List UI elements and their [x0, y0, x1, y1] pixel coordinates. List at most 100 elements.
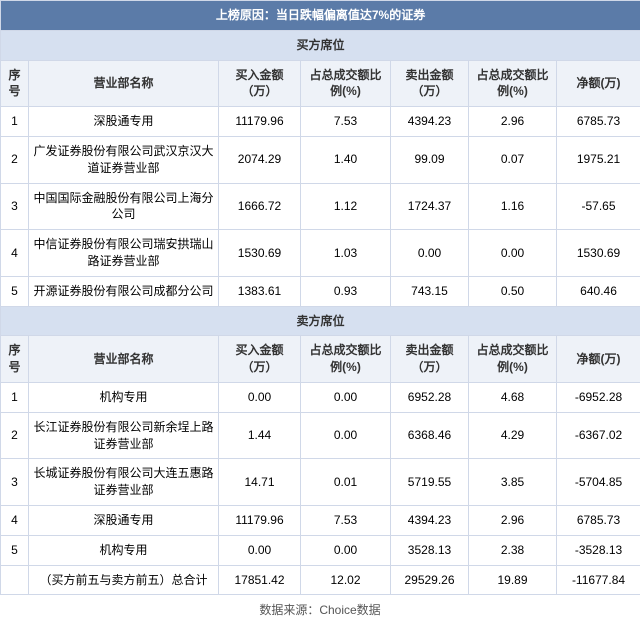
buy-idx: 3 — [1, 183, 29, 230]
sell-columns-header: 序号 营业部名称 买入金额（万） 占总成交额比例(%) 卖出金额（万） 占总成交… — [1, 336, 640, 383]
buy-buy_pct: 1.03 — [301, 230, 391, 277]
buy-buy_amt: 1383.61 — [219, 276, 301, 306]
col-net: 净额(万) — [557, 60, 640, 107]
table-row: 3长城证券股份有限公司大连五惠路证券营业部14.710.015719.553.8… — [1, 459, 640, 506]
table-row: 5开源证券股份有限公司成都分公司1383.610.93743.150.50640… — [1, 276, 640, 306]
sell-idx: 4 — [1, 505, 29, 535]
sell-sell_amt: 6368.46 — [391, 412, 469, 459]
sell-name: 长城证券股份有限公司大连五惠路证券营业部 — [29, 459, 219, 506]
total-row: （买方前五与卖方前五）总合计 17851.42 12.02 29529.26 1… — [1, 565, 640, 595]
buy-idx: 1 — [1, 107, 29, 137]
buy-net: 640.46 — [557, 276, 640, 306]
sell-sell_pct: 2.38 — [469, 535, 557, 565]
sell-sell_pct: 4.68 — [469, 382, 557, 412]
table-title: 上榜原因：当日跌幅偏离值达7%的证券 — [1, 1, 640, 31]
buy-buy_amt: 1530.69 — [219, 230, 301, 277]
buy-idx: 2 — [1, 136, 29, 183]
table-row: 3中国国际金融股份有限公司上海分公司1666.721.121724.371.16… — [1, 183, 640, 230]
table-row: 1机构专用0.000.006952.284.68-6952.28 — [1, 382, 640, 412]
sell-buy_amt: 11179.96 — [219, 505, 301, 535]
col-idx: 序号 — [1, 336, 29, 383]
buy-buy_pct: 1.12 — [301, 183, 391, 230]
table-row: 1深股通专用11179.967.534394.232.966785.73 — [1, 107, 640, 137]
data-source: 数据来源：Choice数据 — [0, 595, 640, 624]
sell-buy_amt: 0.00 — [219, 535, 301, 565]
sell-idx: 1 — [1, 382, 29, 412]
sell-buy_amt: 1.44 — [219, 412, 301, 459]
sell-buy_amt: 14.71 — [219, 459, 301, 506]
buy-buy_pct: 0.93 — [301, 276, 391, 306]
sell-name: 机构专用 — [29, 535, 219, 565]
buy-idx: 5 — [1, 276, 29, 306]
col-buy-pct: 占总成交额比例(%) — [301, 60, 391, 107]
sell-name: 机构专用 — [29, 382, 219, 412]
sell-sell_amt: 5719.55 — [391, 459, 469, 506]
sell-sell_pct: 2.96 — [469, 505, 557, 535]
buy-sell_pct: 2.96 — [469, 107, 557, 137]
col-net: 净额(万) — [557, 336, 640, 383]
sell-net: -5704.85 — [557, 459, 640, 506]
buy-sell_amt: 99.09 — [391, 136, 469, 183]
sell-name: 长江证券股份有限公司新余埕上路证券营业部 — [29, 412, 219, 459]
sell-net: 6785.73 — [557, 505, 640, 535]
table-row: 4深股通专用11179.967.534394.232.966785.73 — [1, 505, 640, 535]
buy-sell_pct: 0.07 — [469, 136, 557, 183]
buy-sell_amt: 4394.23 — [391, 107, 469, 137]
buy-net: 1530.69 — [557, 230, 640, 277]
sell-net: -6952.28 — [557, 382, 640, 412]
buy-buy_amt: 2074.29 — [219, 136, 301, 183]
buy-buy_amt: 11179.96 — [219, 107, 301, 137]
buy-sell_pct: 0.50 — [469, 276, 557, 306]
ranking-table: 上榜原因：当日跌幅偏离值达7%的证券 买方席位 序号 营业部名称 买入金额（万）… — [0, 0, 640, 595]
sell-idx: 3 — [1, 459, 29, 506]
col-idx: 序号 — [1, 60, 29, 107]
buy-name: 开源证券股份有限公司成都分公司 — [29, 276, 219, 306]
buy-sell_pct: 1.16 — [469, 183, 557, 230]
buy-name: 广发证券股份有限公司武汉京汉大道证券营业部 — [29, 136, 219, 183]
buy-columns-header: 序号 营业部名称 买入金额（万） 占总成交额比例(%) 卖出金额（万） 占总成交… — [1, 60, 640, 107]
sell-buy_pct: 0.00 — [301, 382, 391, 412]
col-sell-pct: 占总成交额比例(%) — [469, 60, 557, 107]
buy-name: 中信证券股份有限公司瑞安拱瑞山路证券营业部 — [29, 230, 219, 277]
sell-sell_pct: 4.29 — [469, 412, 557, 459]
sell-buy_pct: 0.01 — [301, 459, 391, 506]
sell-sell_amt: 3528.13 — [391, 535, 469, 565]
sell-idx: 5 — [1, 535, 29, 565]
table-row: 2长江证券股份有限公司新余埕上路证券营业部1.440.006368.464.29… — [1, 412, 640, 459]
col-sell-amt: 卖出金额（万） — [391, 336, 469, 383]
buy-net: -57.65 — [557, 183, 640, 230]
col-buy-amt: 买入金额（万） — [219, 60, 301, 107]
buy-idx: 4 — [1, 230, 29, 277]
sell-buy_amt: 0.00 — [219, 382, 301, 412]
col-name: 营业部名称 — [29, 60, 219, 107]
col-buy-pct: 占总成交额比例(%) — [301, 336, 391, 383]
sell-buy_pct: 0.00 — [301, 535, 391, 565]
sell-net: -3528.13 — [557, 535, 640, 565]
buy-buy_pct: 1.40 — [301, 136, 391, 183]
table-row: 2广发证券股份有限公司武汉京汉大道证券营业部2074.291.4099.090.… — [1, 136, 640, 183]
total-name: （买方前五与卖方前五）总合计 — [29, 565, 219, 595]
buy-sell_pct: 0.00 — [469, 230, 557, 277]
table-row: 5机构专用0.000.003528.132.38-3528.13 — [1, 535, 640, 565]
total-sell-amt: 29529.26 — [391, 565, 469, 595]
col-buy-amt: 买入金额（万） — [219, 336, 301, 383]
col-name: 营业部名称 — [29, 336, 219, 383]
total-buy-pct: 12.02 — [301, 565, 391, 595]
buy-buy_pct: 7.53 — [301, 107, 391, 137]
table-row: 4中信证券股份有限公司瑞安拱瑞山路证券营业部1530.691.030.000.0… — [1, 230, 640, 277]
total-buy-amt: 17851.42 — [219, 565, 301, 595]
sell-buy_pct: 0.00 — [301, 412, 391, 459]
sell-sell_amt: 6952.28 — [391, 382, 469, 412]
col-sell-pct: 占总成交额比例(%) — [469, 336, 557, 383]
total-sell-pct: 19.89 — [469, 565, 557, 595]
buy-sell_amt: 1724.37 — [391, 183, 469, 230]
buy-name: 中国国际金融股份有限公司上海分公司 — [29, 183, 219, 230]
sell-buy_pct: 7.53 — [301, 505, 391, 535]
buy-sell_amt: 743.15 — [391, 276, 469, 306]
buy-buy_amt: 1666.72 — [219, 183, 301, 230]
buy-section-header: 买方席位 — [1, 30, 640, 60]
sell-sell_amt: 4394.23 — [391, 505, 469, 535]
total-net: -11677.84 — [557, 565, 640, 595]
buy-name: 深股通专用 — [29, 107, 219, 137]
sell-net: -6367.02 — [557, 412, 640, 459]
